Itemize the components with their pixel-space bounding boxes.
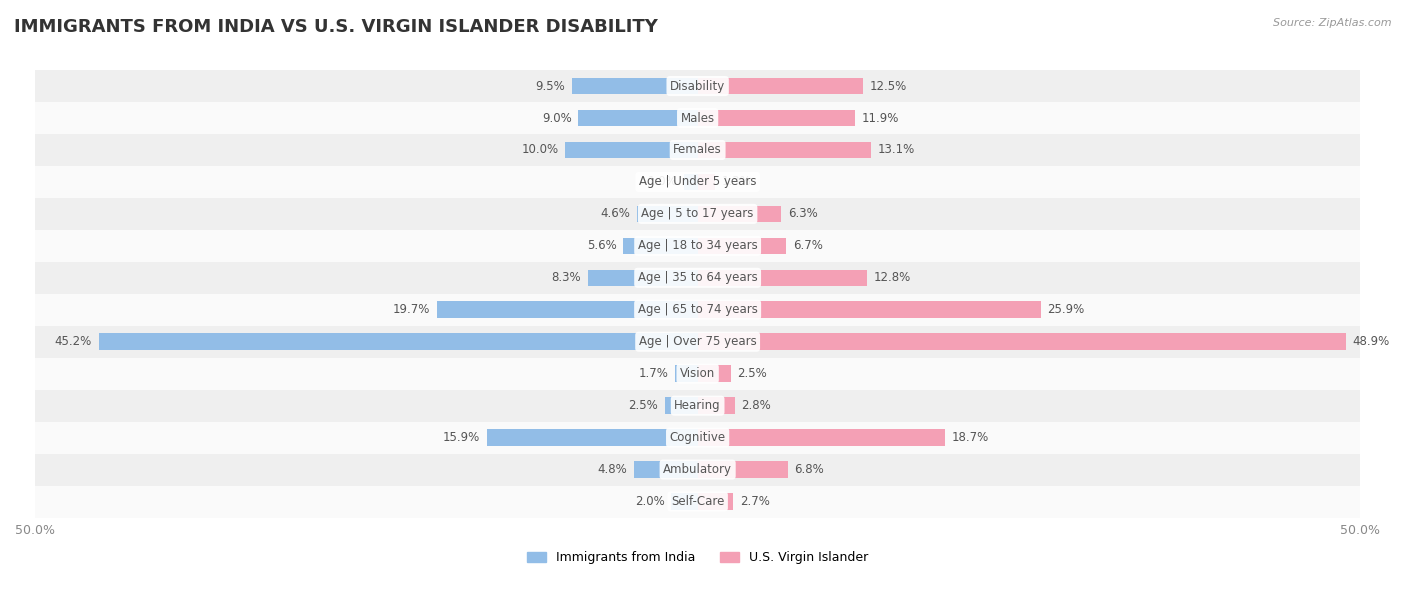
Bar [572,78,697,94]
Text: 1.3%: 1.3% [721,176,751,188]
Text: 8.3%: 8.3% [551,271,581,285]
Bar [675,365,697,382]
Bar [697,334,1346,350]
Bar [35,198,1360,230]
Legend: Immigrants from India, U.S. Virgin Islander: Immigrants from India, U.S. Virgin Islan… [522,547,873,569]
Text: Age | 65 to 74 years: Age | 65 to 74 years [638,304,758,316]
Text: 19.7%: 19.7% [392,304,430,316]
Bar [588,269,697,286]
Bar [35,390,1360,422]
Bar [637,206,697,222]
Bar [671,493,697,510]
Bar [35,422,1360,453]
Text: 9.0%: 9.0% [541,111,572,124]
Text: 9.5%: 9.5% [536,80,565,92]
Text: Hearing: Hearing [675,399,721,412]
Text: 18.7%: 18.7% [952,431,990,444]
Bar [98,334,697,350]
Text: 4.6%: 4.6% [600,207,630,220]
Bar [697,429,945,446]
Bar [697,269,868,286]
Text: 2.8%: 2.8% [741,399,770,412]
Text: Ambulatory: Ambulatory [664,463,733,476]
Bar [697,237,786,254]
Text: 6.3%: 6.3% [787,207,817,220]
Text: 12.5%: 12.5% [870,80,907,92]
Bar [697,493,734,510]
Text: Self-Care: Self-Care [671,495,724,508]
Bar [35,102,1360,134]
Text: Age | 35 to 64 years: Age | 35 to 64 years [638,271,758,285]
Bar [665,397,697,414]
Text: 5.6%: 5.6% [588,239,617,252]
Bar [697,141,872,159]
Text: IMMIGRANTS FROM INDIA VS U.S. VIRGIN ISLANDER DISABILITY: IMMIGRANTS FROM INDIA VS U.S. VIRGIN ISL… [14,18,658,36]
Text: 48.9%: 48.9% [1353,335,1389,348]
Text: 15.9%: 15.9% [443,431,481,444]
Bar [697,302,1040,318]
Bar [35,357,1360,390]
Bar [35,70,1360,102]
Text: Disability: Disability [671,80,725,92]
Text: 11.9%: 11.9% [862,111,900,124]
Bar [697,110,855,126]
Bar [35,294,1360,326]
Bar [486,429,697,446]
Text: Cognitive: Cognitive [669,431,725,444]
Text: Vision: Vision [681,367,716,380]
Text: 2.5%: 2.5% [628,399,658,412]
Text: Age | Under 5 years: Age | Under 5 years [638,176,756,188]
Text: 1.0%: 1.0% [648,176,678,188]
Text: Females: Females [673,143,723,157]
Bar [697,174,714,190]
Text: 45.2%: 45.2% [55,335,91,348]
Bar [697,365,731,382]
Text: Age | 5 to 17 years: Age | 5 to 17 years [641,207,754,220]
Text: Source: ZipAtlas.com: Source: ZipAtlas.com [1274,18,1392,28]
Bar [578,110,697,126]
Bar [634,461,697,478]
Bar [565,141,697,159]
Bar [35,453,1360,485]
Bar [35,485,1360,518]
Text: 2.5%: 2.5% [737,367,768,380]
Text: 1.7%: 1.7% [638,367,668,380]
Bar [35,166,1360,198]
Bar [35,262,1360,294]
Text: Age | 18 to 34 years: Age | 18 to 34 years [638,239,758,252]
Bar [697,461,787,478]
Bar [697,206,782,222]
Text: 12.8%: 12.8% [875,271,911,285]
Bar [436,302,697,318]
Text: Males: Males [681,111,714,124]
Text: 10.0%: 10.0% [522,143,558,157]
Text: 4.8%: 4.8% [598,463,627,476]
Bar [35,326,1360,357]
Bar [685,174,697,190]
Bar [35,134,1360,166]
Bar [35,230,1360,262]
Text: 25.9%: 25.9% [1047,304,1085,316]
Text: 13.1%: 13.1% [877,143,915,157]
Text: 6.7%: 6.7% [793,239,823,252]
Bar [697,397,735,414]
Bar [623,237,697,254]
Text: 2.7%: 2.7% [740,495,770,508]
Text: Age | Over 75 years: Age | Over 75 years [638,335,756,348]
Text: 6.8%: 6.8% [794,463,824,476]
Text: 2.0%: 2.0% [634,495,665,508]
Bar [697,78,863,94]
